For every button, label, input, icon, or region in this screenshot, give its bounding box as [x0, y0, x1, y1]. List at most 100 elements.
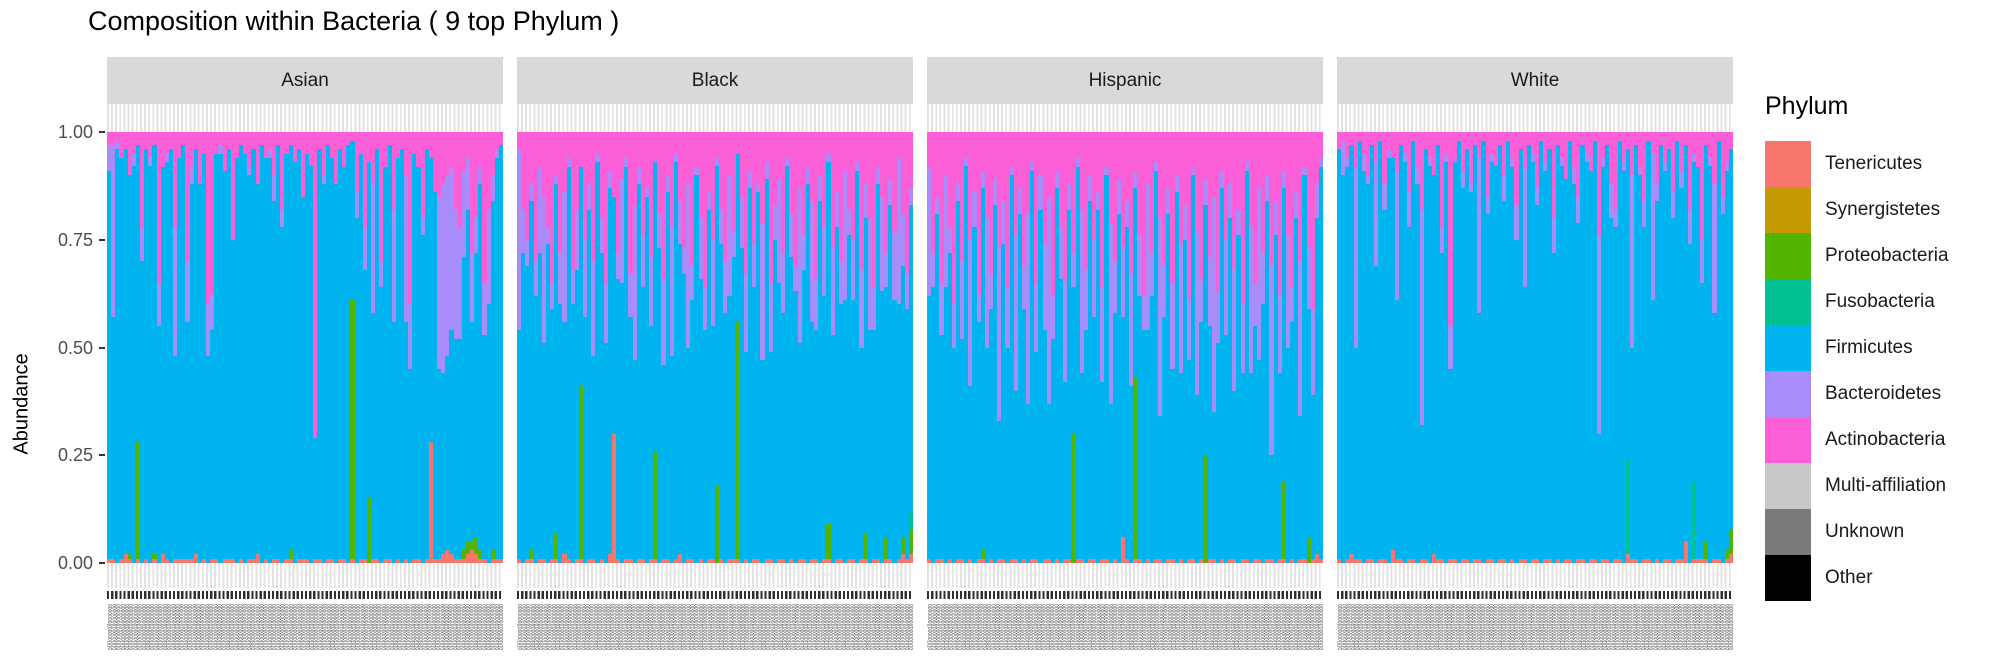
stacked-bar: [628, 132, 633, 563]
stacked-bar: [1294, 132, 1299, 563]
bar-segment-firmicutes: [1712, 313, 1717, 559]
bar-segment-actinobacteria: [111, 132, 116, 145]
stacked-bar: [1485, 132, 1490, 563]
bar-segment-bacteroidetes: [1419, 209, 1424, 426]
stacked-bar: [1092, 132, 1097, 563]
bar-segment-firmicutes: [408, 369, 413, 563]
bar-segment-firmicutes: [177, 157, 182, 559]
stacked-bar: [574, 132, 579, 563]
bar-segment-tenericutes: [1137, 558, 1142, 563]
bar-segment-firmicutes: [1034, 351, 1039, 559]
stacked-bar: [1219, 132, 1224, 563]
bar-segment-firmicutes: [545, 244, 550, 563]
bar-segment-firmicutes: [437, 369, 442, 559]
stacked-bar: [272, 132, 277, 563]
bar-segment-actinobacteria: [1290, 132, 1295, 288]
bar-segment-tenericutes: [968, 558, 973, 563]
stacked-bar: [1695, 132, 1700, 563]
bar-segment-bacteroidetes: [164, 153, 169, 163]
sample-label: 0000000((00000))((0: [839, 604, 846, 651]
bar-segment-actinobacteria: [558, 132, 563, 253]
sample-label: 0000000((00000))((0: [286, 604, 293, 651]
bar-segment-firmicutes: [1473, 144, 1478, 559]
bar-segment-actinobacteria: [644, 132, 649, 189]
bar-segment-actinobacteria: [611, 132, 616, 197]
bar-segment-firmicutes: [984, 347, 989, 563]
bar-segment-firmicutes: [379, 287, 384, 563]
stacked-bar: [1361, 132, 1366, 563]
bar-segment-actinobacteria: [947, 132, 952, 227]
bar-segment-tenericutes: [498, 558, 503, 563]
bar-segment-firmicutes: [1671, 218, 1676, 563]
bar-segment-firmicutes: [1137, 295, 1142, 559]
bar-segment-firmicutes: [292, 162, 297, 563]
bar-segment-bacteroidetes: [649, 257, 654, 326]
bar-segment-actinobacteria: [1493, 132, 1498, 167]
bar-segment-bacteroidetes: [727, 175, 732, 296]
bar-segment-actinobacteria: [677, 132, 682, 201]
sample-label: 0000000((00000))((0: [793, 604, 800, 651]
sample-label: 0000000((00000))((0: [1224, 604, 1231, 651]
bar-segment-firmicutes: [1621, 170, 1626, 563]
bar-segment-actinobacteria: [482, 132, 487, 283]
bar-segment-actinobacteria: [1551, 132, 1556, 219]
bar-segment-actinobacteria: [329, 132, 334, 158]
bar-segment-firmicutes: [1390, 157, 1395, 551]
bar-segment-actinobacteria: [1716, 132, 1721, 141]
bar-segment-actinobacteria: [1547, 132, 1552, 150]
sample-label: 0000000((00000))((0: [1266, 604, 1273, 651]
bar-segment-tenericutes: [1654, 558, 1659, 563]
bar-segment-bacteroidetes: [640, 235, 645, 288]
bar-segment-actinobacteria: [1149, 132, 1154, 253]
stacked-bar: [776, 132, 781, 563]
bar-segment-tenericutes: [173, 558, 178, 563]
sample-label: 0000000((00000))((0: [1664, 604, 1671, 651]
sample-label: 0000000((00000))((0: [1144, 604, 1151, 651]
sample-label: 0000000((00000))((0: [886, 604, 893, 651]
bar-segment-firmicutes: [847, 235, 852, 559]
sample-label: 0000000((00000))((0: [1353, 604, 1360, 651]
bar-segment-bacteroidetes: [591, 261, 596, 357]
bar-segment-tenericutes: [1543, 558, 1548, 563]
sample-label: 0000000((00000))((0: [881, 604, 888, 651]
bar-segment-firmicutes: [1386, 157, 1391, 563]
bar-segment-actinobacteria: [545, 132, 550, 227]
bar-segment-tenericutes: [251, 558, 256, 563]
bar-segment-actinobacteria: [739, 132, 744, 197]
bar-segment-bacteroidetes: [715, 157, 720, 167]
sample-label: 0000000((00000))((0: [1102, 604, 1109, 651]
bar-segment-firmicutes: [1629, 347, 1634, 559]
stacked-bar: [408, 132, 413, 563]
bar-segment-firmicutes: [1584, 162, 1589, 563]
bar-segment-tenericutes: [1530, 558, 1535, 563]
sample-label: 0000000((00000))((0: [1258, 604, 1265, 651]
bar-segment-tenericutes: [888, 558, 893, 563]
bar-segment-firmicutes: [1440, 252, 1445, 559]
y-tick-label: 0.75: [57, 229, 93, 250]
sample-label: 0000000((00000))((0: [1441, 604, 1448, 651]
panel-background: [1337, 104, 1733, 588]
stacked-bar: [1034, 132, 1039, 563]
facet-panels: Asian 0000000((00000))((0 0000000((00000))…: [107, 57, 1733, 670]
bar-segment-actinobacteria: [1452, 132, 1457, 163]
sample-label: 0000000((00000))((0: [629, 604, 636, 651]
stacked-bar: [541, 132, 546, 563]
stacked-bar: [1497, 132, 1502, 563]
bar-segment-tenericutes: [587, 558, 592, 563]
bar-segment-bacteroidetes: [189, 166, 194, 184]
sample-label: 0000000((00000))((0: [1348, 604, 1355, 651]
bar-segment-firmicutes: [955, 200, 960, 559]
sample-label: 0000000((00000))((0: [148, 604, 155, 651]
bar-segment-tenericutes: [1398, 558, 1403, 563]
sample-label: 0000000((00000))((0: [1680, 604, 1687, 651]
bar-segment-actinobacteria: [1042, 132, 1047, 245]
bar-segment-firmicutes: [1261, 304, 1266, 563]
bar-segment-tenericutes: [1431, 554, 1436, 563]
bar-segment-firmicutes: [1365, 183, 1370, 559]
bar-segment-firmicutes: [764, 179, 769, 559]
sample-label: 0000000((00000))((0: [1655, 604, 1662, 651]
bar-segment-bacteroidetes: [1551, 218, 1556, 253]
bar-segment-tenericutes: [424, 558, 429, 563]
stacked-bar: [1394, 132, 1399, 563]
sample-label: 0000000((00000))((0: [877, 604, 884, 651]
